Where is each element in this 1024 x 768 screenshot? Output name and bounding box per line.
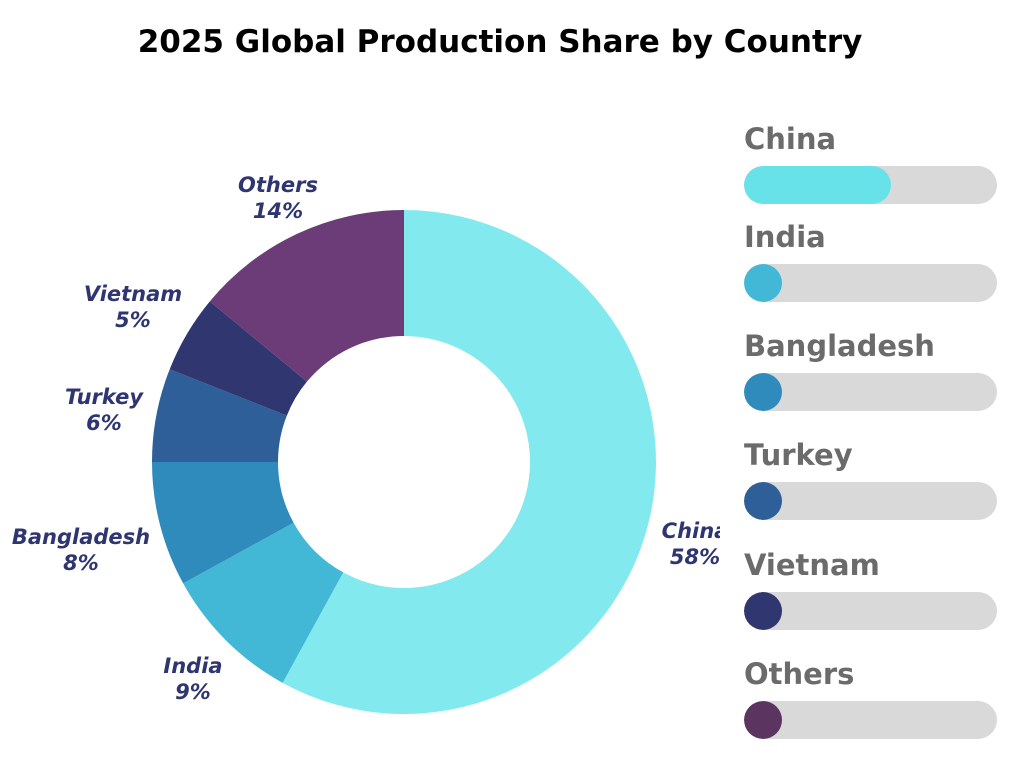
slice-value-vietnam: 5% bbox=[115, 308, 151, 332]
slice-value-turkey: 6% bbox=[86, 411, 122, 435]
legend-progress-track bbox=[744, 482, 997, 520]
legend: China India Bangladesh Turkey Vietnam Others bbox=[744, 0, 1004, 768]
legend-progress-fill bbox=[744, 592, 782, 630]
slice-value-china: 58% bbox=[670, 545, 720, 569]
legend-item-others: Others bbox=[744, 657, 998, 739]
slice-value-bangladesh: 8% bbox=[63, 551, 99, 575]
slice-vietnam bbox=[169, 301, 307, 416]
legend-progress-fill bbox=[744, 264, 782, 302]
slice-label-others: Others bbox=[238, 173, 318, 197]
legend-progress-fill bbox=[744, 166, 891, 204]
legend-label: China bbox=[744, 122, 837, 156]
slice-label-china: China bbox=[662, 519, 720, 543]
legend-progress-fill bbox=[744, 482, 782, 520]
legend-progress-track bbox=[744, 592, 997, 630]
slice-turkey bbox=[152, 369, 287, 462]
legend-item-vietnam: Vietnam bbox=[744, 548, 998, 630]
slice-value-india: 9% bbox=[175, 680, 211, 704]
slice-label-bangladesh: Bangladesh bbox=[12, 525, 150, 549]
legend-progress-fill bbox=[744, 701, 782, 739]
slice-others bbox=[209, 210, 404, 382]
legend-progress-track bbox=[744, 166, 997, 204]
legend-progress-fill bbox=[744, 373, 782, 411]
slice-label-india: India bbox=[163, 654, 222, 678]
legend-label: Others bbox=[744, 657, 855, 691]
legend-label: Vietnam bbox=[744, 548, 880, 582]
legend-label: India bbox=[744, 220, 826, 254]
slice-value-others: 14% bbox=[253, 199, 303, 223]
chart-title: 2025 Global Production Share by Country bbox=[137, 24, 863, 60]
donut-slices bbox=[152, 210, 656, 714]
legend-label: Turkey bbox=[744, 438, 853, 472]
slice-china bbox=[282, 210, 656, 714]
legend-progress-track bbox=[744, 373, 997, 411]
slice-india bbox=[183, 522, 344, 683]
legend-item-china: China bbox=[744, 122, 998, 204]
legend-progress-track bbox=[744, 264, 997, 302]
slice-label-vietnam: Vietnam bbox=[84, 282, 182, 306]
legend-item-turkey: Turkey bbox=[744, 438, 998, 520]
legend-item-bangladesh: Bangladesh bbox=[744, 329, 998, 411]
slice-label-turkey: Turkey bbox=[65, 385, 144, 409]
legend-label: Bangladesh bbox=[744, 329, 935, 363]
legend-progress-track bbox=[744, 701, 997, 739]
slice-bangladesh bbox=[152, 462, 294, 584]
legend-item-india: India bbox=[744, 220, 998, 302]
